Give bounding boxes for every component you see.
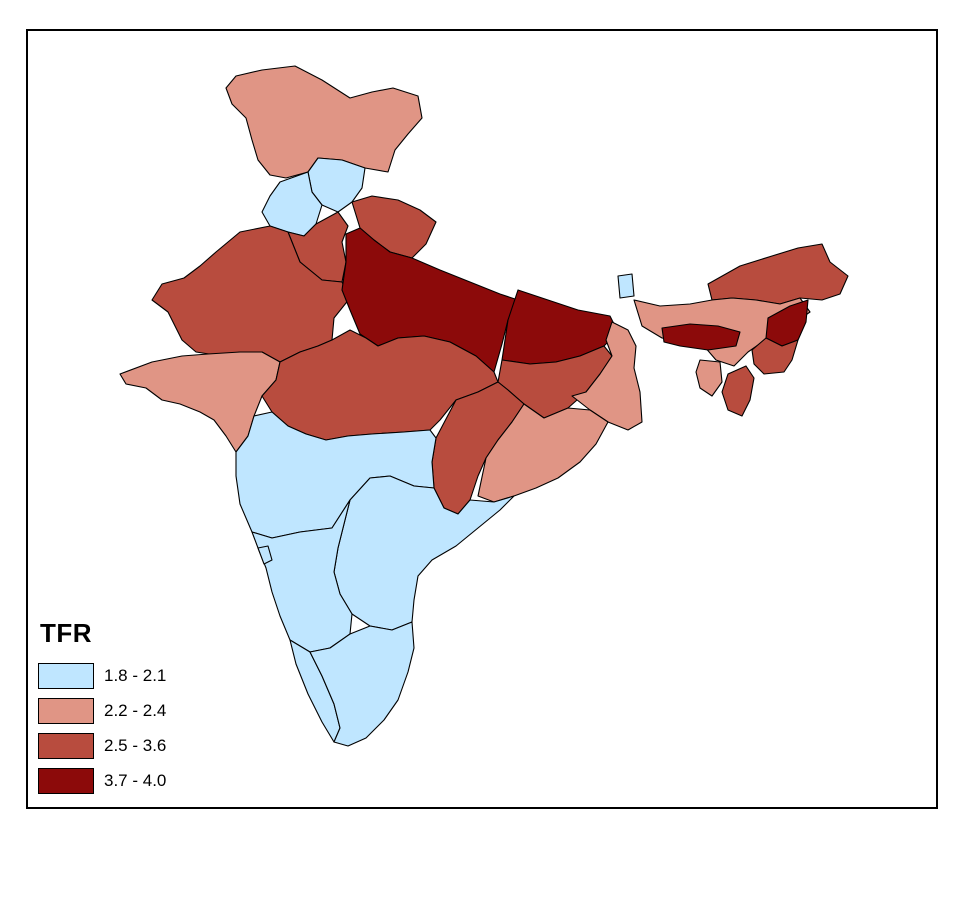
legend-item: 1.8 - 2.1 [38,661,166,691]
legend-swatch [38,733,94,759]
region-mizoram [721,365,755,417]
region-sikkim [617,273,635,299]
legend-label: 3.7 - 4.0 [104,771,167,790]
legend-item: 2.2 - 2.4 [38,696,166,726]
legend: TFR 1.8 - 2.1 2.2 - 2.4 2.5 - 3.6 3.7 - … [38,618,166,801]
legend-label: 1.8 - 2.1 [104,666,167,685]
legend-swatch [38,768,94,794]
legend-title: TFR [40,618,93,648]
region-uttar-pradesh [341,227,519,373]
region-meghalaya [661,323,741,351]
legend-item: 3.7 - 4.0 [38,766,166,796]
region-tamil-nadu [309,621,415,747]
legend-label: 2.2 - 2.4 [104,701,167,720]
legend-swatch [38,663,94,689]
legend-item: 2.5 - 3.6 [38,731,166,761]
region-manipur [751,337,799,375]
region-tripura [695,359,723,397]
region-arunachal-pradesh [707,243,849,305]
legend-label: 2.5 - 3.6 [104,736,167,755]
region-goa [257,545,273,565]
region-jammu-kashmir [225,65,423,179]
region-odisha [477,403,609,503]
region-karnataka [251,499,353,653]
legend-swatch [38,698,94,724]
